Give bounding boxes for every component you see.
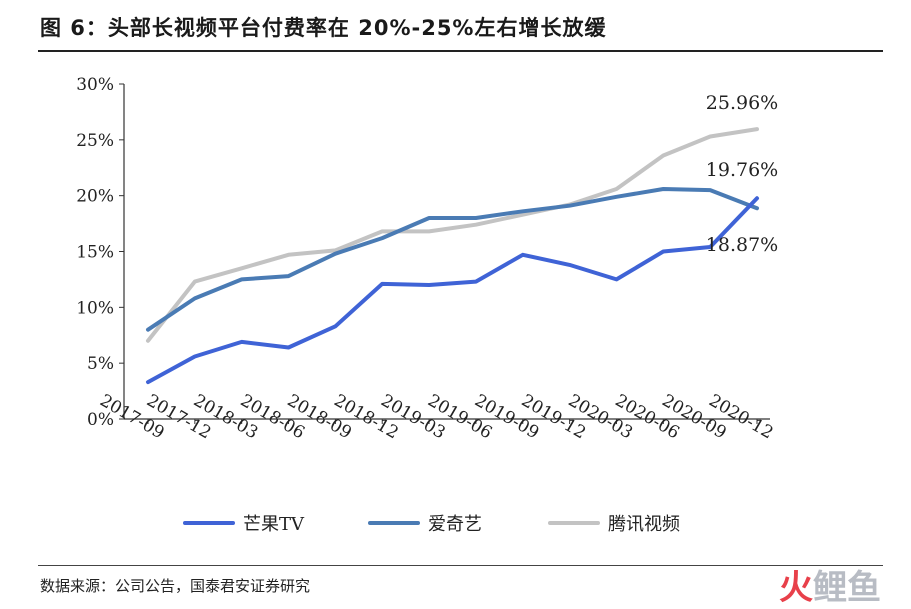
figure-title: 图 6：头部长视频平台付费率在 20%-25%左右增长放缓 [40,16,607,40]
y-tick-label: 15% [76,243,114,263]
watermark-logo: 火鲤鱼 [779,560,881,609]
y-tick-label: 20% [76,187,114,207]
series-line-iqiyi [146,187,759,332]
y-tick-label: 0% [87,410,114,430]
y-tick-label: 10% [76,298,114,318]
legend-label-mango: 芒果TV [243,514,305,535]
y-tick-label: 5% [87,354,114,374]
bottom-rule [38,565,883,566]
data-label: 25.96% [706,92,778,114]
y-tick-label: 30% [76,75,114,95]
data-label: 18.87% [706,234,778,256]
series-line-mango [146,196,759,385]
line-chart: 0%5%10%15%20%25%30%2017-092017-122018-03… [76,75,778,535]
legend-label-iqiyi: 爱奇艺 [428,514,482,535]
source-note: 数据来源：公司公告，国泰君安证券研究 [40,577,311,595]
series-line-tencent [146,127,759,343]
watermark-part-b: 鲤鱼 [813,568,881,608]
y-tick-label: 25% [76,131,114,151]
data-label: 19.76% [706,159,778,181]
watermark-part-a: 火 [779,568,813,608]
top-rule [38,50,883,52]
legend-label-tencent: 腾讯视频 [608,514,680,535]
